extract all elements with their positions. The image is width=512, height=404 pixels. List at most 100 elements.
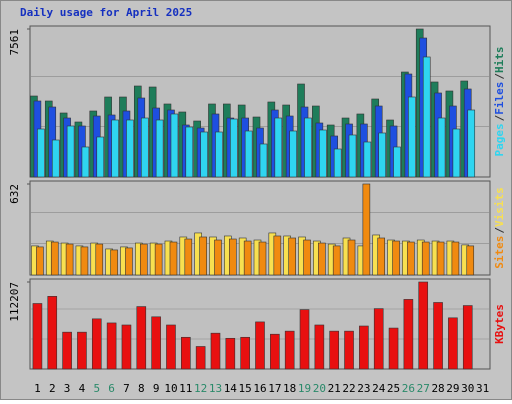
bar [36,246,44,276]
bar [240,336,250,370]
y-tick-label: 7561 [8,29,21,56]
bar [377,237,386,276]
bar [51,139,60,178]
bar [166,324,176,370]
bar [91,318,102,370]
bar [314,324,325,370]
bar [437,117,446,178]
bar [110,249,118,276]
x-tick-label: 7 [123,382,130,395]
legend-separator: / [493,227,506,234]
x-tick-label: 27 [417,382,430,395]
bar [392,240,400,276]
bar [229,238,237,276]
x-tick-label: 21 [328,382,341,395]
chart-title: Daily usage for April 2025 [20,6,192,19]
bar [418,281,429,370]
x-tick-label: 31 [476,382,489,395]
bar [448,317,458,370]
legend: KBytes [493,304,506,344]
bar [388,327,399,370]
bar [47,296,58,370]
bar [288,237,296,276]
bar [230,118,238,178]
bar [467,109,476,178]
legend: Pages/Files/Hits [493,47,506,157]
bar [408,96,416,178]
x-tick-label: 4 [79,382,86,395]
bar [407,241,415,276]
bar [151,316,161,370]
bar [373,308,384,370]
bar [32,303,43,370]
bar [215,131,223,178]
bar [96,136,105,178]
bar [359,325,369,370]
bar [462,305,473,370]
bar [225,337,236,370]
x-tick-label: 9 [153,382,160,395]
bar [66,125,75,178]
x-tick-label: 19 [298,382,311,395]
x-tick-label: 3 [64,382,71,395]
bar [403,299,414,370]
bar [259,143,268,178]
x-tick-label: 18 [283,382,296,395]
bar [347,239,356,276]
bar [170,113,179,178]
bar [185,126,194,178]
x-tick-label: 26 [402,382,415,395]
bar [95,243,104,276]
bar [77,331,87,370]
bar [139,243,148,276]
x-tick-label: 1 [34,382,41,395]
bar [37,128,45,178]
x-tick-label: 24 [372,382,386,395]
x-tick-label: 13 [209,382,222,395]
bar [273,235,282,276]
legend: Sites /Visits [493,187,506,269]
x-tick-label: 12 [194,382,207,395]
bar [126,119,134,178]
x-tick-label: 11 [179,382,192,395]
bar [244,130,253,178]
bar [319,129,327,178]
bar [81,146,90,178]
bar [136,306,147,370]
bar [62,331,72,370]
legend-separator: / [493,114,506,121]
bar [210,332,221,370]
x-tick-label: 17 [268,382,281,395]
x-tick-label: 8 [138,382,145,395]
bar [155,119,164,178]
bar [363,141,372,178]
y-tick-label: 112207 [8,282,21,322]
x-tick-label: 25 [387,382,400,395]
x-tick-label: 5 [93,382,100,395]
bar [318,242,326,276]
x-tick-label: 2 [49,382,56,395]
bar [344,330,354,370]
x-tick-label: 10 [164,382,177,395]
x-tick-label: 14 [224,382,238,395]
bar [332,245,341,276]
bar [304,117,312,178]
legend-entry: Visits [493,187,506,227]
bar [270,333,280,370]
bar [362,183,371,276]
x-tick-label: 16 [253,382,266,395]
bar [195,346,206,370]
bar [466,245,475,276]
bar [154,243,163,276]
x-tick-label: 30 [461,382,474,395]
bar [255,321,265,370]
bar [378,132,387,178]
bar [329,330,339,370]
bar [121,324,132,370]
bar [299,309,310,370]
legend-entry: Files [493,82,506,115]
x-tick-label: 6 [108,382,115,395]
bar [433,302,443,370]
bar [436,241,445,276]
x-tick-label: 28 [431,382,444,395]
